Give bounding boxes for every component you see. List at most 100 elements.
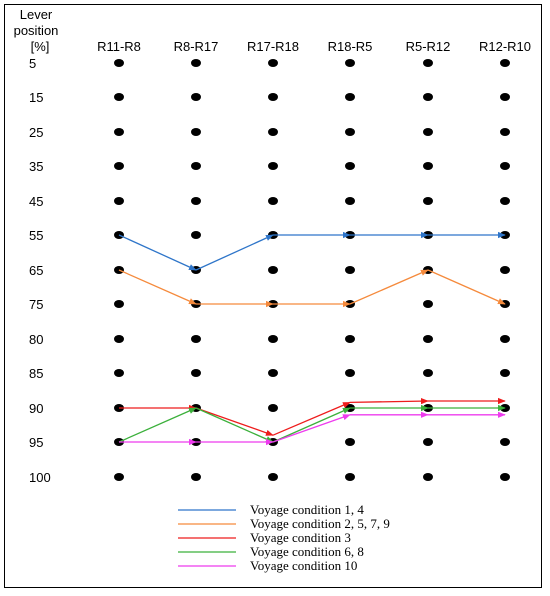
grid-dot [114,369,124,377]
series-segment [272,401,351,436]
grid-dot [191,162,201,170]
series-segment [195,234,274,271]
series-segment [118,407,197,443]
grid-dot [345,128,355,136]
level-tick-label: 90 [29,401,43,416]
grid-dot [114,335,124,343]
grid-dot [423,300,433,308]
series-segment [195,407,274,436]
grid-dots [114,59,510,481]
legend-label: Voyage condition 10 [250,558,357,573]
series-segment [427,269,506,305]
grid-dot [268,93,278,101]
grid-dot [191,231,201,239]
grid-dot [345,266,355,274]
grid-dot [114,128,124,136]
grid-dot [114,300,124,308]
grid-dot [268,369,278,377]
grid-dot [345,438,355,446]
grid-dot [345,197,355,205]
series-segment [118,269,197,305]
grid-dot [423,59,433,67]
grid-dot [114,197,124,205]
grid-dot [500,197,510,205]
legend-label: Voyage condition 3 [250,530,351,545]
grid-dot [423,335,433,343]
series-line [119,397,506,436]
grid-dot [345,369,355,377]
grid-dot [345,162,355,170]
level-tick-label: 65 [29,263,43,278]
level-tick-label: 55 [29,228,43,243]
grid-dot [114,59,124,67]
series-line [118,404,506,443]
grid-dot [345,59,355,67]
grid-dot [500,369,510,377]
y-axis-title-line: position [14,23,59,38]
series-line [118,269,506,308]
grid-dot [500,128,510,136]
grid-dot [500,473,510,481]
grid-dot [268,197,278,205]
grid-dot [191,335,201,343]
level-tick-label: 75 [29,297,43,312]
y-axis-title-line: Lever [20,7,53,22]
level-tick-label: 80 [29,332,43,347]
grid-dot [191,197,201,205]
grid-dot [268,59,278,67]
grid-dot [500,335,510,343]
level-tick-label: 15 [29,90,43,105]
series-lines [118,231,506,446]
grid-dot [268,404,278,412]
grid-dot [423,473,433,481]
grid-dot [114,473,124,481]
series-segment [272,414,351,443]
grid-dot [500,59,510,67]
level-tick-labels: 5 15 25 35 45 55 65 75 80 85 90 95 100 [29,56,51,485]
grid-dot [500,93,510,101]
category-label: R12-R10 [479,39,531,54]
grid-dot [345,335,355,343]
series-segment [195,407,274,443]
grid-dot [423,197,433,205]
grid-dot [191,93,201,101]
legend-label: Voyage condition 6, 8 [250,544,364,559]
series-segment [272,407,351,443]
chart-frame [4,4,542,588]
series-segment [118,234,197,271]
grid-dot [268,128,278,136]
grid-dot [500,438,510,446]
grid-dot [423,128,433,136]
grid-dot [114,93,124,101]
grid-dot [191,59,201,67]
grid-dot [114,162,124,170]
legend-label: Voyage condition 1, 4 [250,502,364,517]
grid-dot [191,369,201,377]
grid-dot [268,335,278,343]
grid-dot [268,266,278,274]
level-tick-label: 45 [29,194,43,209]
category-label: R11-R8 [97,39,141,54]
series-line [118,231,506,271]
grid-dot [500,162,510,170]
level-tick-label: 35 [29,159,43,174]
grid-dot [345,93,355,101]
level-tick-label: 5 [29,56,36,71]
level-tick-label: 100 [29,470,51,485]
grid-dot [191,473,201,481]
series-segment [349,269,429,305]
level-tick-label: 95 [29,435,43,450]
grid-dot [423,369,433,377]
series-segment [349,398,429,405]
category-label: R17-R18 [247,39,299,54]
category-labels: R11-R8 R8-R17 R17-R18 R18-R5 R5-R12 R12-R10 [97,39,531,54]
category-label: R5-R12 [406,39,451,54]
category-label: R8-R17 [174,39,219,54]
grid-dot [423,93,433,101]
grid-dot [345,473,355,481]
grid-dot [423,438,433,446]
grid-dot [500,266,510,274]
